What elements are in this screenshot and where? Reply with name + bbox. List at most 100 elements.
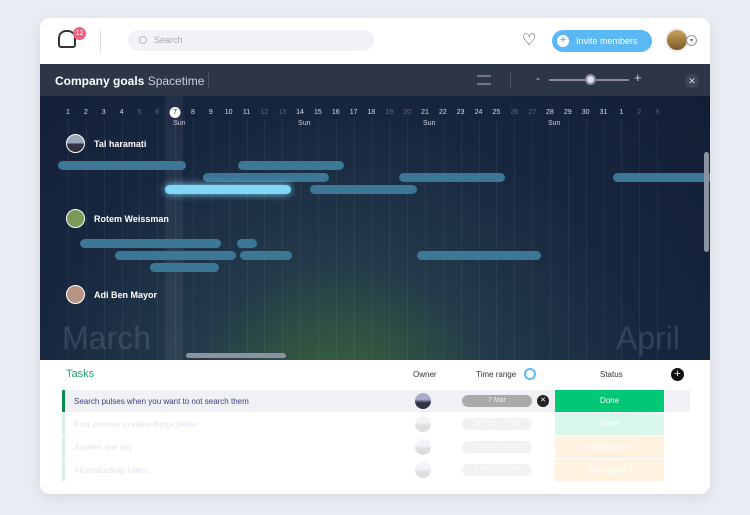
owner-avatar[interactable] bbox=[415, 462, 431, 478]
day-label: 6 bbox=[155, 109, 160, 116]
day-gridline bbox=[657, 119, 659, 359]
status-cell[interactable]: Working on it bbox=[555, 459, 664, 481]
group-color-bar bbox=[62, 390, 65, 412]
tasks-title: Tasks bbox=[66, 368, 95, 380]
weekday-label: Sun bbox=[423, 120, 436, 127]
day-label: 4 bbox=[119, 109, 124, 116]
table-header: Tasks Owner Time range Status + bbox=[40, 360, 710, 390]
day-label: 7 bbox=[169, 107, 181, 118]
person-row: Tal haramati bbox=[66, 134, 146, 153]
timeline-item[interactable] bbox=[58, 161, 186, 170]
time-range-pill[interactable]: 4 Mar - 10 Mar bbox=[462, 464, 532, 476]
task-name[interactable]: All productivity killers bbox=[74, 466, 149, 475]
status-cell[interactable]: Done bbox=[555, 413, 664, 435]
add-column-icon[interactable]: + bbox=[671, 368, 684, 381]
divider bbox=[100, 30, 101, 52]
invite-members-button[interactable]: + Invite members bbox=[552, 30, 652, 52]
clear-icon[interactable]: ✕ bbox=[537, 395, 549, 407]
day-label: 30 bbox=[581, 109, 590, 116]
timeline-item[interactable] bbox=[237, 239, 257, 248]
day-label: 3 bbox=[101, 109, 106, 116]
divider bbox=[510, 72, 511, 88]
timeline-item[interactable] bbox=[399, 173, 505, 182]
day-gridline bbox=[460, 119, 462, 359]
day-gridline bbox=[567, 119, 569, 359]
task-name[interactable]: Search pulses when you want to not searc… bbox=[74, 397, 249, 406]
table-row[interactable]: Search pulses when you want to not searc… bbox=[62, 390, 690, 412]
timeline-item[interactable] bbox=[238, 161, 344, 170]
timeline-item[interactable] bbox=[417, 251, 541, 260]
heart-icon[interactable]: ♡ bbox=[522, 32, 537, 49]
day-gridline bbox=[264, 119, 266, 359]
timeline-item[interactable] bbox=[613, 173, 710, 182]
day-gridline bbox=[335, 119, 337, 359]
avatar bbox=[66, 134, 85, 153]
status-cell[interactable]: Done bbox=[555, 390, 664, 412]
owner-avatar[interactable] bbox=[415, 416, 431, 432]
vertical-scrollbar[interactable] bbox=[704, 152, 709, 252]
avatar bbox=[66, 209, 85, 228]
horizontal-scrollbar[interactable] bbox=[186, 353, 286, 358]
table-row[interactable]: Post process to make things better 25 Fe… bbox=[62, 413, 690, 435]
day-label: 2 bbox=[83, 109, 88, 116]
day-label: 1 bbox=[66, 109, 70, 116]
day-gridline bbox=[532, 119, 534, 359]
filter-icon[interactable] bbox=[477, 75, 491, 85]
timeline-item[interactable] bbox=[240, 251, 292, 260]
weekday-label: Sun bbox=[298, 120, 311, 127]
time-range-pill[interactable]: 7 Mar bbox=[462, 395, 532, 407]
invite-label: Invite members bbox=[576, 36, 638, 46]
time-range-pill[interactable]: 2 Mar - 8 Mar bbox=[462, 441, 532, 453]
day-gridline bbox=[496, 119, 498, 359]
day-label: 27 bbox=[528, 109, 536, 116]
time-range-pill[interactable]: 25 Feb - 7 Mar bbox=[462, 418, 532, 430]
day-gridline bbox=[478, 119, 480, 359]
table-row[interactable]: All productivity killers 4 Mar - 10 Mar … bbox=[62, 459, 690, 481]
timeline-item[interactable] bbox=[203, 173, 329, 182]
day-gridline bbox=[585, 119, 587, 359]
month-label: March bbox=[62, 320, 151, 356]
group-color-bar bbox=[62, 413, 65, 435]
chevron-down-icon[interactable]: ▾ bbox=[686, 35, 697, 46]
table-row[interactable]: Another one day 2 Mar - 8 Mar Working on… bbox=[62, 436, 690, 458]
zoom-in-button[interactable]: + bbox=[634, 70, 642, 85]
day-label: 11 bbox=[242, 109, 251, 116]
task-name[interactable]: Another one day bbox=[74, 443, 133, 452]
day-label: 9 bbox=[208, 109, 213, 116]
timeline-item[interactable] bbox=[310, 185, 417, 194]
owner-avatar[interactable] bbox=[415, 393, 431, 409]
day-label: 25 bbox=[492, 109, 501, 116]
search-input[interactable]: Search bbox=[128, 30, 374, 51]
timeline-header: Company goals Spacetime - + ✕ bbox=[40, 64, 710, 96]
task-name[interactable]: Post process to make things better bbox=[74, 420, 198, 429]
zoom-slider-handle[interactable] bbox=[585, 74, 596, 85]
close-icon[interactable]: ✕ bbox=[685, 74, 699, 88]
zoom-out-button[interactable]: - bbox=[536, 71, 540, 85]
column-time-range[interactable]: Time range bbox=[476, 370, 517, 379]
column-status[interactable]: Status bbox=[600, 370, 623, 379]
weekday-label: Sun bbox=[173, 120, 186, 127]
avatar[interactable] bbox=[665, 28, 689, 52]
column-owner[interactable]: Owner bbox=[413, 370, 437, 379]
timeline-item[interactable] bbox=[150, 263, 219, 272]
timeline-item[interactable] bbox=[115, 251, 236, 260]
day-gridline bbox=[300, 119, 302, 359]
day-gridline bbox=[549, 119, 551, 359]
day-gridline bbox=[353, 119, 355, 359]
timeline-panel: Company goals Spacetime - + ✕ 1 2 3 4 5 6 7 Sun… bbox=[40, 64, 710, 360]
day-label: 12 bbox=[260, 109, 269, 116]
timeline-item[interactable] bbox=[80, 239, 221, 248]
day-label: 2 bbox=[637, 109, 642, 116]
selected-timeline-item[interactable] bbox=[165, 185, 291, 194]
day-gridline bbox=[389, 119, 391, 359]
status-cell[interactable]: Working on it bbox=[555, 436, 664, 458]
day-label: 14 bbox=[296, 109, 304, 116]
bell-icon[interactable] bbox=[58, 30, 76, 48]
day-label: 26 bbox=[510, 109, 519, 116]
day-label: 20 bbox=[403, 109, 412, 116]
eye-icon[interactable] bbox=[524, 368, 536, 380]
day-label: 31 bbox=[599, 109, 608, 116]
owner-avatar[interactable] bbox=[415, 439, 431, 455]
day-gridline bbox=[317, 119, 319, 359]
day-gridline bbox=[621, 119, 623, 359]
